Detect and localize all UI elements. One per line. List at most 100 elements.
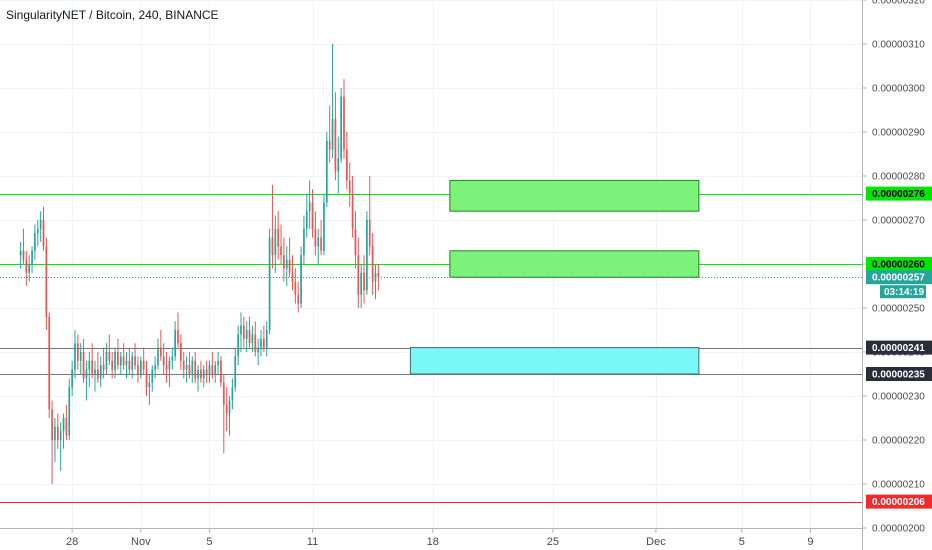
zone-rectangle xyxy=(449,179,700,212)
candle-body xyxy=(283,255,285,269)
candle-body xyxy=(108,352,111,361)
price-tick-label: 0.00000310 xyxy=(872,40,925,51)
price-tick-label: 0.00000320 xyxy=(872,0,925,7)
candle-body xyxy=(340,96,342,159)
candle-body xyxy=(328,140,331,150)
price-tag-label: 0.00000235 xyxy=(872,370,925,381)
candle-body xyxy=(354,228,357,256)
candle-body xyxy=(343,96,345,150)
countdown-label: 03:14:19 xyxy=(884,287,924,298)
candle-body xyxy=(177,330,179,344)
candle-body xyxy=(145,369,148,388)
candle-body xyxy=(79,352,82,361)
candle-body xyxy=(91,360,94,374)
candle-body xyxy=(331,118,334,150)
candle-body xyxy=(154,365,156,370)
candle-body xyxy=(200,369,202,379)
countdown-tag xyxy=(880,285,926,299)
candle-body xyxy=(76,343,79,361)
candle-body xyxy=(325,140,328,203)
candle-body xyxy=(222,382,225,405)
candle-body xyxy=(368,220,371,247)
candle-body xyxy=(74,343,76,370)
price-tag xyxy=(866,270,932,285)
candle-body xyxy=(182,360,185,370)
candle-body xyxy=(168,360,171,370)
candle-body xyxy=(214,365,217,374)
price-tag-label: 0.00000257 xyxy=(872,273,925,284)
candle-body xyxy=(94,369,96,374)
candle-body xyxy=(205,369,208,374)
time-tick-label: 18 xyxy=(427,536,439,548)
candle-body xyxy=(265,330,268,348)
candle-body xyxy=(234,356,237,388)
time-tick-label: 25 xyxy=(547,536,559,548)
candle-body xyxy=(19,250,22,256)
candle-body xyxy=(225,404,228,414)
candle-body xyxy=(39,220,42,229)
candle-body xyxy=(151,369,154,383)
candle-body xyxy=(99,365,102,379)
candle-body xyxy=(334,118,337,172)
candle-body xyxy=(28,264,31,273)
candle-body xyxy=(237,334,239,357)
candle-body xyxy=(82,352,85,379)
candle-body xyxy=(185,365,188,370)
price-tick-label: 0.00000290 xyxy=(872,128,925,139)
candle-body xyxy=(371,246,374,282)
candle-body xyxy=(220,360,222,383)
time-tick-label: 11 xyxy=(307,536,318,548)
candle-body xyxy=(277,228,280,247)
price-tag-label: 0.00000206 xyxy=(872,497,925,508)
candle-body xyxy=(62,418,65,432)
candle-body xyxy=(245,330,248,339)
candlesticks xyxy=(19,44,380,484)
candle-body xyxy=(45,246,48,317)
candle-body xyxy=(137,365,139,374)
candle-body xyxy=(308,202,311,212)
candle-body xyxy=(48,316,51,410)
candle-body xyxy=(159,347,162,357)
candle-body xyxy=(68,387,71,436)
price-tag xyxy=(866,257,932,271)
candle-body xyxy=(54,426,56,440)
axes xyxy=(0,0,863,550)
price-tick-label: 0.00000250 xyxy=(872,304,925,315)
price-tick-label: 0.00000300 xyxy=(872,84,925,95)
candle-body xyxy=(34,233,36,251)
candle-body xyxy=(65,418,68,436)
price-tick-label: 0.00000210 xyxy=(872,480,925,491)
candle-body xyxy=(242,325,245,339)
candle-body xyxy=(360,272,363,295)
candle-body xyxy=(268,237,271,330)
candle-body xyxy=(254,334,257,352)
time-tick-label: 9 xyxy=(807,536,813,548)
time-tick-label: Nov xyxy=(131,536,151,548)
candle-body xyxy=(297,294,300,304)
candle-body xyxy=(85,369,88,379)
candle-body xyxy=(142,360,145,370)
chart-title: SingularityNET / Bitcoin, 240, BINANCE xyxy=(6,8,219,22)
price-tick-label: 0.00000270 xyxy=(872,216,925,227)
candle-body xyxy=(188,365,191,374)
candle-body xyxy=(56,426,59,440)
candle-body xyxy=(257,347,260,352)
candle-body xyxy=(366,220,368,291)
candle-body xyxy=(294,281,297,295)
candle-body xyxy=(357,255,360,295)
candle-body xyxy=(351,193,354,229)
time-tick-label: Dec xyxy=(646,536,666,548)
candle-body xyxy=(162,356,165,366)
candle-body xyxy=(51,409,53,440)
candle-body xyxy=(25,259,28,273)
candle-body xyxy=(280,246,282,256)
candle-body xyxy=(348,180,351,194)
time-axis-ticks[interactable]: 28 Nov 5 11 18 25 Dec 5 9 xyxy=(66,528,814,548)
candle-body xyxy=(274,228,277,256)
time-tick-label: 28 xyxy=(66,536,78,548)
price-tags: 0.00000276 0.00000260 0.00000257 03:14:19 0.… xyxy=(866,186,932,509)
candle-body xyxy=(288,259,291,273)
candle-body xyxy=(122,356,125,366)
candle-body xyxy=(202,369,205,379)
